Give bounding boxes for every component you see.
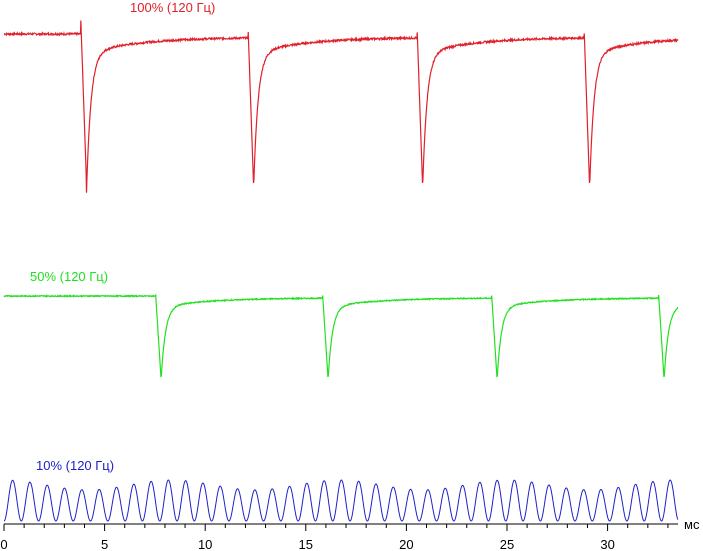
series-100-layer: 100% (120 Гц) [3, 0, 679, 193]
x-axis-unit-label: мс [684, 517, 700, 532]
x-axis: 0 5 10 15 20 25 30 мс [0, 517, 700, 551]
x-tick-label: 20 [399, 537, 413, 551]
x-tick-label: 10 [198, 537, 212, 551]
series-label-10: 10% (120 Гц) [36, 458, 114, 473]
x-tick-label: 5 [101, 537, 108, 551]
x-tick-label: 0 [0, 537, 7, 551]
x-tick-label: 25 [500, 537, 514, 551]
series-line-100 [3, 20, 679, 193]
series-label-50: 50% (120 Гц) [30, 269, 108, 284]
x-tick-label: 30 [600, 537, 614, 551]
series-label-100: 100% (120 Гц) [130, 0, 215, 15]
series-line-10 [3, 479, 679, 522]
series-10-layer: 10% (120 Гц) [3, 458, 679, 522]
series-50-layer: 50% (120 Гц) [3, 269, 679, 378]
x-tick-label: 15 [299, 537, 313, 551]
x-axis-ticks: 0 5 10 15 20 25 30 [0, 524, 669, 551]
series-line-50 [3, 293, 679, 378]
